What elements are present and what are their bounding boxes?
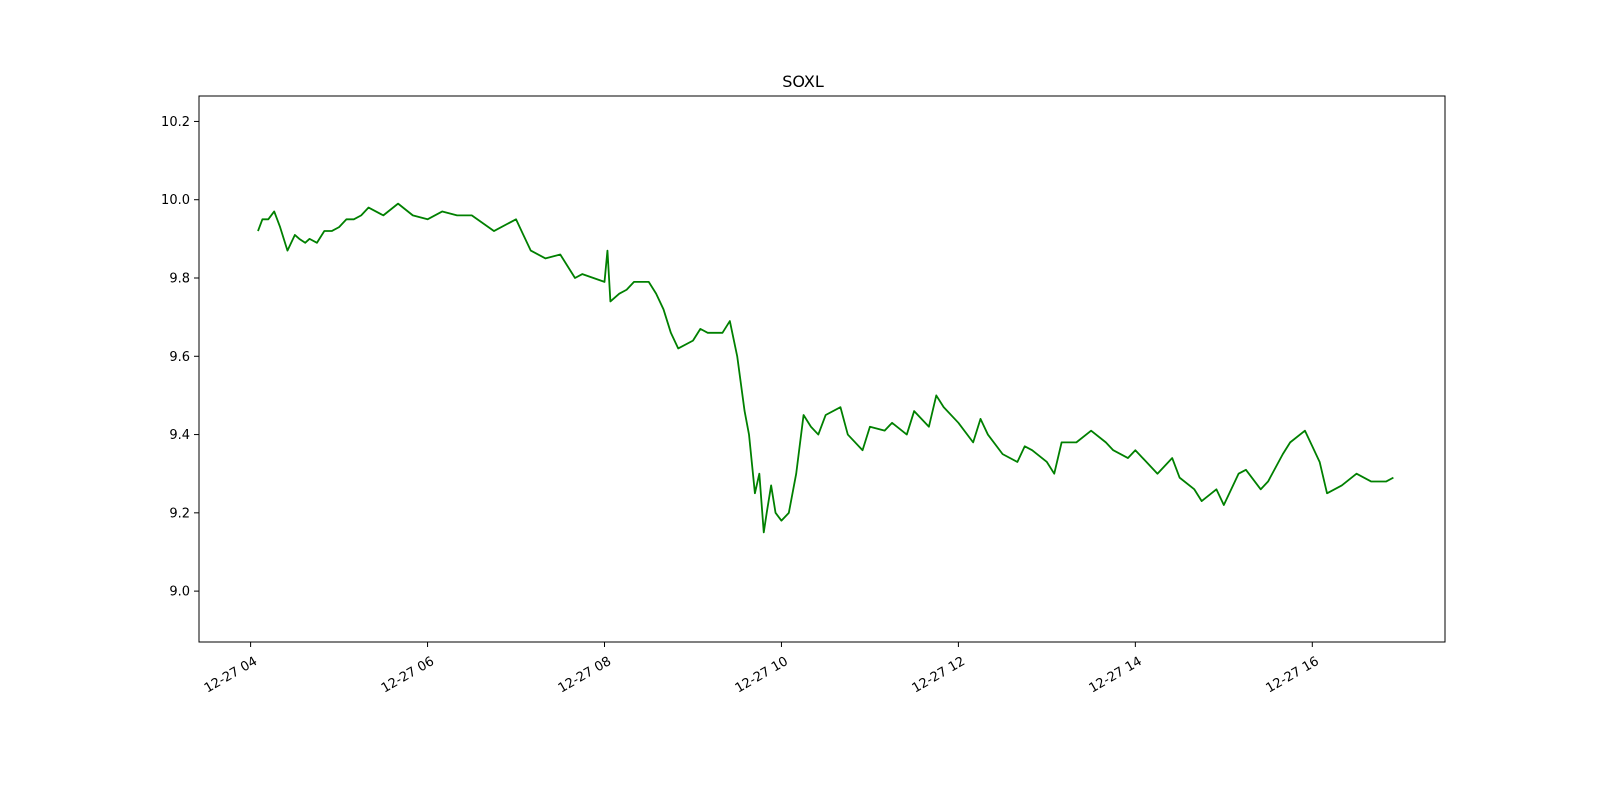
x-axis: 12-27 04 12-27 06 12-27 08 12-27 10 12-27 12… bbox=[202, 642, 1322, 696]
y-tick-label: 9.6 bbox=[169, 350, 190, 365]
y-tick-label: 9.0 bbox=[169, 585, 190, 600]
plot-area-frame bbox=[198, 95, 1446, 643]
y-tick-label: 10.2 bbox=[161, 115, 190, 130]
x-tick-label: 12-27 14 bbox=[1087, 654, 1145, 696]
x-tick-label: 12-27 04 bbox=[202, 654, 260, 696]
y-tick-label: 9.4 bbox=[169, 428, 190, 443]
y-tick-label: 9.2 bbox=[169, 506, 190, 521]
x-tick-label: 12-27 16 bbox=[1264, 654, 1322, 696]
y-tick-label: 10.0 bbox=[161, 193, 190, 208]
x-tick-label: 12-27 12 bbox=[910, 654, 968, 696]
x-tick-label: 12-27 06 bbox=[379, 654, 437, 696]
y-axis: 9.0 9.2 9.4 9.6 9.8 10.0 10.2 bbox=[161, 115, 199, 600]
x-tick-label: 12-27 08 bbox=[556, 654, 614, 696]
series-line-0 bbox=[257, 202, 1394, 534]
chart-title: SOXL bbox=[782, 72, 824, 91]
series-layer bbox=[257, 202, 1394, 534]
y-tick-label: 9.8 bbox=[169, 272, 190, 287]
x-tick-label: 12-27 10 bbox=[733, 654, 791, 696]
